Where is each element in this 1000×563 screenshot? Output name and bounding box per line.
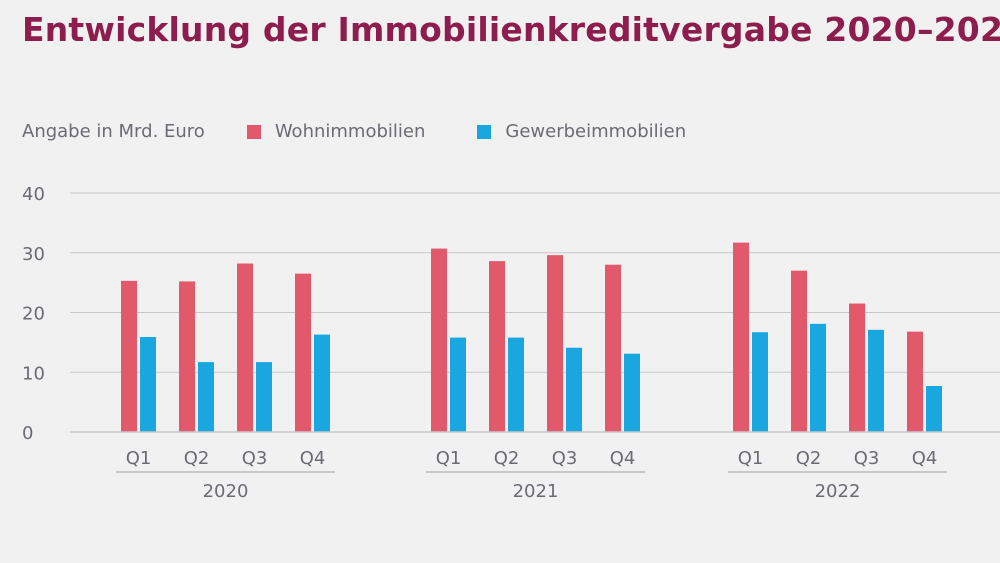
y-tick-label-0: 0 bbox=[22, 423, 33, 444]
bar-wohnimmobilien-2021-Q1 bbox=[431, 248, 447, 432]
bar-wohnimmobilien-2022-Q1 bbox=[733, 242, 749, 432]
bar-gewerbeimmobilien-2022-Q1 bbox=[752, 332, 768, 432]
bar-wohnimmobilien-2021-Q3 bbox=[547, 255, 563, 432]
y-tick-label-20: 20 bbox=[22, 304, 45, 325]
x-tick-label-2020-Q1: Q1 bbox=[126, 448, 152, 469]
bar-wohnimmobilien-2021-Q4 bbox=[605, 264, 621, 432]
bar-gewerbeimmobilien-2020-Q4 bbox=[314, 334, 330, 432]
group-label-2022: 2022 bbox=[815, 481, 861, 502]
bar-gewerbeimmobilien-2022-Q4 bbox=[926, 385, 942, 432]
chart-title: Entwicklung der Immobilienkreditvergabe … bbox=[22, 10, 1000, 49]
legend: Angabe in Mrd. Euro Wohnimmobilien Gewer… bbox=[22, 121, 738, 142]
bar-wohnimmobilien-2022-Q4 bbox=[907, 331, 923, 432]
bar-gewerbeimmobilien-2020-Q2 bbox=[198, 362, 214, 432]
legend-swatch-gewerbeimmobilien bbox=[477, 124, 492, 139]
bar-wohnimmobilien-2020-Q1 bbox=[121, 280, 137, 432]
bar-gewerbeimmobilien-2021-Q1 bbox=[450, 337, 466, 432]
x-tick-label-2020-Q4: Q4 bbox=[300, 448, 326, 469]
y-tick-label-10: 10 bbox=[22, 363, 45, 384]
group-label-2020: 2020 bbox=[203, 481, 249, 502]
y-tick-label-30: 30 bbox=[22, 244, 45, 265]
x-tick-label-2022-Q2: Q2 bbox=[796, 448, 822, 469]
bar-gewerbeimmobilien-2022-Q2 bbox=[810, 323, 826, 432]
bar-wohnimmobilien-2020-Q4 bbox=[295, 273, 311, 432]
bar-gewerbeimmobilien-2020-Q3 bbox=[256, 362, 272, 432]
bar-wohnimmobilien-2022-Q3 bbox=[849, 303, 865, 432]
x-tick-label-2021-Q4: Q4 bbox=[610, 448, 636, 469]
bar-gewerbeimmobilien-2021-Q4 bbox=[624, 353, 640, 432]
legend-item-gewerbeimmobilien: Gewerbeimmobilien bbox=[477, 121, 686, 142]
bar-gewerbeimmobilien-2022-Q3 bbox=[868, 329, 884, 432]
x-tick-label-2022-Q1: Q1 bbox=[738, 448, 764, 469]
y-tick-label-40: 40 bbox=[22, 184, 45, 205]
bar-wohnimmobilien-2020-Q2 bbox=[179, 281, 195, 432]
bar-gewerbeimmobilien-2020-Q1 bbox=[140, 336, 156, 432]
legend-label-gewerbeimmobilien: Gewerbeimmobilien bbox=[505, 121, 687, 142]
x-tick-label-2022-Q3: Q3 bbox=[854, 448, 880, 469]
x-tick-label-2022-Q4: Q4 bbox=[912, 448, 938, 469]
group-label-2021: 2021 bbox=[513, 481, 559, 502]
legend-label-wohnimmobilien: Wohnimmobilien bbox=[274, 121, 426, 142]
x-tick-label-2020-Q3: Q3 bbox=[242, 448, 268, 469]
bar-wohnimmobilien-2020-Q3 bbox=[237, 263, 253, 432]
legend-item-wohnimmobilien: Wohnimmobilien bbox=[246, 121, 426, 142]
bar-wohnimmobilien-2021-Q2 bbox=[489, 261, 505, 432]
bar-gewerbeimmobilien-2021-Q3 bbox=[566, 347, 582, 432]
x-tick-label-2021-Q3: Q3 bbox=[552, 448, 578, 469]
bar-wohnimmobilien-2022-Q2 bbox=[791, 270, 807, 432]
x-tick-label-2020-Q2: Q2 bbox=[184, 448, 210, 469]
x-tick-label-2021-Q2: Q2 bbox=[494, 448, 520, 469]
x-tick-label-2021-Q1: Q1 bbox=[436, 448, 462, 469]
y-axis-unit-label: Angabe in Mrd. Euro bbox=[22, 121, 205, 142]
legend-swatch-wohnimmobilien bbox=[246, 124, 261, 139]
bar-gewerbeimmobilien-2021-Q2 bbox=[508, 337, 524, 432]
